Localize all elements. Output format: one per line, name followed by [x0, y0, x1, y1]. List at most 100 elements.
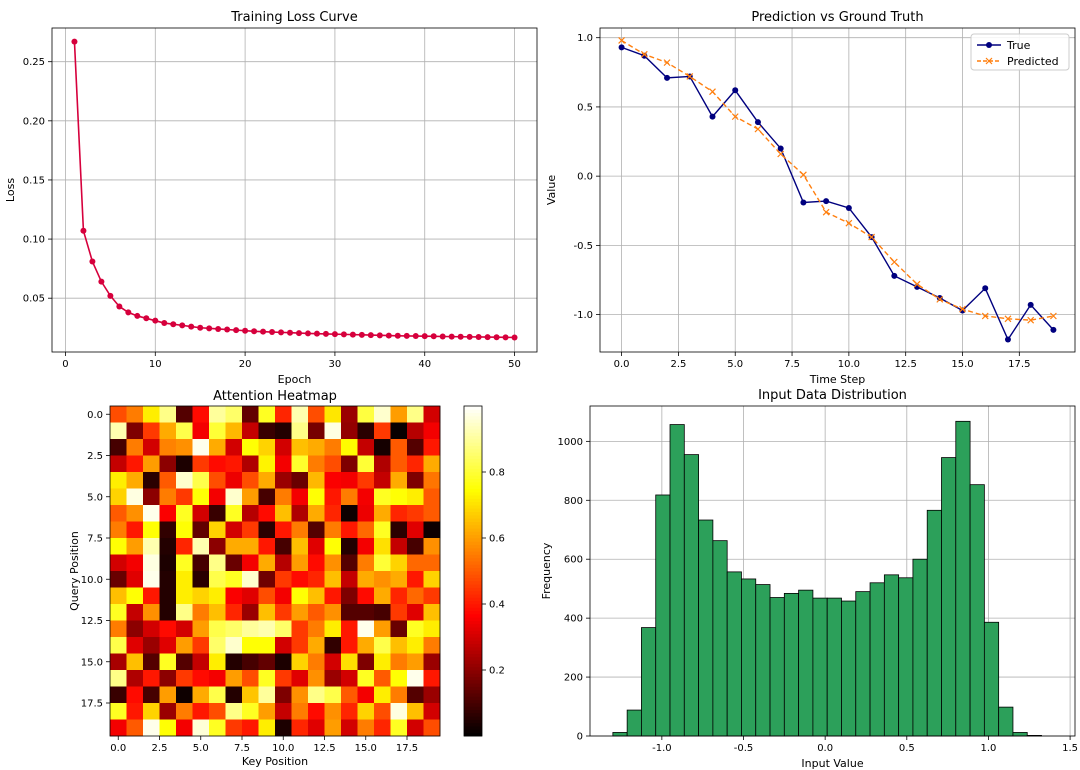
colorbar-tick-label: 0.4 — [489, 600, 505, 611]
heatmap-cell — [258, 604, 276, 621]
heatmap-cell — [407, 439, 424, 456]
heatmap-cell — [143, 653, 160, 671]
colorbar-segment — [464, 633, 482, 638]
heatmap-cell — [209, 637, 226, 654]
colorbar-segment — [464, 594, 482, 598]
y-tick-label: 800 — [564, 496, 583, 507]
heatmap-cell — [407, 620, 424, 638]
heatmap-cell — [390, 538, 408, 555]
colorbar-segment — [464, 650, 482, 654]
heatmap-cell — [258, 653, 276, 671]
colorbar-segment — [464, 415, 482, 420]
heatmap-cell — [242, 653, 259, 671]
colorbar-segment — [464, 706, 482, 710]
heatmap-cell — [176, 571, 193, 588]
heatmap-cell — [159, 521, 177, 539]
heatmap-cell — [308, 422, 325, 440]
heatmap-cell — [176, 637, 193, 654]
heatmap-cell — [159, 703, 177, 720]
heatmap-cell — [374, 472, 391, 489]
heatmap-cell — [291, 719, 309, 737]
predicted-point — [686, 73, 694, 80]
colorbar-segment — [464, 432, 482, 437]
heatmap-cell — [225, 637, 243, 654]
heatmap-cell — [176, 406, 193, 423]
heatmap-cell — [357, 670, 375, 687]
heatmap-cell — [209, 538, 226, 555]
y-tick-label: 0 — [577, 732, 583, 743]
loss-point — [412, 333, 419, 340]
colorbar-segment — [464, 571, 482, 575]
loss-point — [89, 258, 96, 265]
loss-point — [224, 326, 231, 333]
x-tick-label: 2.5 — [670, 359, 686, 370]
heatmap-cell — [159, 406, 177, 423]
heatmap-cell — [192, 472, 210, 489]
heatmap-cell — [143, 521, 160, 539]
heatmap-cell — [407, 703, 424, 720]
heatmap-cell — [192, 422, 210, 440]
x-tick-label: 10 — [149, 359, 162, 370]
heatmap-cell — [126, 604, 144, 621]
true-point — [777, 145, 784, 152]
histogram-bar — [941, 457, 957, 737]
colorbar-segment — [464, 686, 482, 691]
heatmap-cell — [291, 521, 309, 539]
heatmap-cell — [258, 521, 276, 539]
histogram-bar — [783, 592, 800, 737]
heatmap-cell — [275, 455, 292, 473]
colorbar-segment — [464, 689, 482, 694]
heatmap-cell — [159, 538, 177, 555]
heatmap-cell — [390, 439, 408, 456]
colorbar-segment — [464, 498, 482, 503]
heatmap-cell — [341, 505, 358, 522]
x-tick-label: 1.0 — [980, 743, 996, 754]
colorbar-segment — [464, 722, 482, 727]
heatmap-cell — [242, 670, 259, 687]
heatmap-cell — [110, 670, 127, 687]
loss-point — [484, 334, 491, 341]
heatmap-cell — [390, 521, 408, 539]
y-axis-label: Loss — [4, 178, 17, 202]
x-tick-label: 0.5 — [899, 743, 915, 754]
heatmap-cell — [110, 455, 127, 473]
x-tick-label: 10.0 — [272, 743, 294, 754]
heatmap-cell — [258, 505, 276, 522]
heatmap-cell — [357, 439, 375, 456]
heatmap-cell — [225, 670, 243, 687]
y-tick-label: 10.0 — [81, 575, 103, 586]
chart-title: Training Loss Curve — [230, 10, 357, 25]
heatmap-cell — [176, 422, 193, 440]
histogram-bar — [655, 494, 671, 737]
colorbar-frame — [463, 405, 483, 737]
heatmap-cell — [341, 521, 358, 539]
true-point — [823, 198, 830, 205]
colorbar-segment — [464, 478, 482, 483]
heatmap-cell — [225, 505, 243, 522]
heatmap-cell — [308, 472, 325, 489]
x-tick-label: 50 — [508, 359, 521, 370]
heatmap-cell — [126, 488, 144, 506]
colorbar-segment — [464, 485, 482, 489]
heatmap-cell — [258, 637, 276, 654]
y-tick-label: 0.05 — [23, 294, 45, 305]
heatmap-cell — [225, 488, 243, 506]
heatmap-cell — [423, 686, 441, 704]
x-tick-label: 20 — [239, 359, 252, 370]
y-axis-label: Value — [545, 175, 558, 205]
colorbar-segment — [464, 656, 482, 661]
heatmap-cell — [390, 554, 408, 572]
heatmap-cell — [242, 587, 259, 605]
colorbar-segment — [464, 587, 482, 592]
heatmap-cell — [209, 554, 226, 572]
predicted-point — [663, 59, 671, 67]
colorbar-segment — [464, 518, 482, 522]
heatmap-cell — [143, 571, 160, 588]
heatmap-cell — [341, 653, 358, 671]
y-tick-label: 0.15 — [23, 175, 45, 186]
heatmap-cell — [242, 538, 259, 555]
colorbar-segment — [464, 505, 482, 509]
colorbar-segment — [464, 448, 482, 453]
axes-frame — [109, 405, 441, 737]
colorbar-segment — [464, 419, 482, 423]
